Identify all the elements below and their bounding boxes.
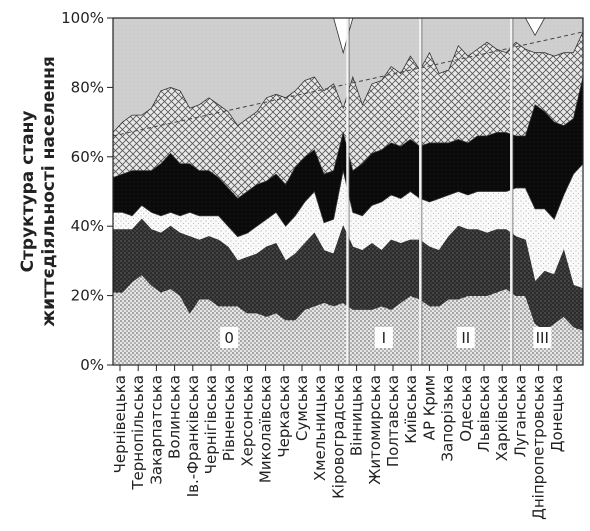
- x-tick-label-5: Чернігівська: [202, 375, 220, 474]
- x-tick-label-20: Львівська: [475, 375, 493, 452]
- zone-label-box-2: [456, 327, 475, 348]
- y-tick-label-5: 100%: [61, 9, 104, 27]
- x-tick-label-6: Рівненська: [220, 375, 238, 461]
- x-tick-label-17: АР Крим: [420, 375, 438, 440]
- x-tick-label-22: Луганська: [511, 375, 529, 457]
- x-tick-label-11: Хмельницька: [311, 375, 329, 481]
- zone-label-box-3: [533, 327, 552, 348]
- x-tick-label-10: Сумська: [293, 375, 311, 441]
- plot-frame: [112, 17, 584, 366]
- x-tick-label-1: Тернопільська: [129, 375, 147, 491]
- y-tick-label-4: 80%: [71, 78, 104, 96]
- zone-label-1: I: [382, 329, 386, 347]
- y-tick-label-0: 0%: [80, 356, 104, 374]
- x-tick-label-18: Запорізька: [439, 375, 457, 462]
- zone-label-2: II: [461, 329, 470, 347]
- x-tick-label-19: Одеська: [457, 375, 475, 442]
- x-tick-label-4: Ів.-Франківська: [184, 375, 202, 497]
- x-tick-label-23: Дніпропетровська: [530, 375, 548, 520]
- y-axis-title: Структура стану життєдіяльності населення: [18, 56, 59, 327]
- y-tick-label-2: 40%: [71, 217, 104, 235]
- y-axis-title-line-0: Структура стану: [18, 111, 38, 273]
- x-tick-label-24: Донецька: [548, 375, 566, 452]
- x-tick-label-21: Харківська: [493, 375, 511, 461]
- x-tick-label-16: Київська: [402, 375, 420, 444]
- x-tick-label-8: Миколаївська: [257, 375, 275, 483]
- x-tick-label-0: Чернівецька: [111, 375, 129, 473]
- zone-label-box-1: [374, 327, 393, 348]
- zone-labels: 0 I II III: [220, 327, 552, 348]
- x-tick-label-3: Волинська: [166, 375, 184, 459]
- y-tick-label-1: 20%: [71, 287, 104, 305]
- zone-label-3: III: [536, 329, 549, 347]
- x-tick-label-12: Кіровоградська: [329, 375, 347, 499]
- x-tick-label-14: Житомирська: [366, 375, 384, 485]
- x-tick-label-7: Херсонська: [238, 375, 256, 467]
- y-tick-label-3: 60%: [71, 148, 104, 166]
- zone-label-box-0: [220, 327, 239, 348]
- x-tick-label-15: Полтавська: [384, 375, 402, 467]
- x-axis: Чернівецька Тернопільська Закарпатська Воли…: [111, 365, 566, 520]
- y-axis: 0% 20% 40% 60% 80% 100%: [61, 9, 113, 374]
- y-axis-title-line-1: життєдіяльності населення: [39, 56, 59, 327]
- x-tick-label-13: Вінницька: [348, 375, 366, 456]
- x-tick-label-2: Закарпатська: [147, 375, 165, 485]
- x-tick-label-9: Черкаська: [275, 375, 293, 458]
- zone-label-0: 0: [224, 329, 234, 347]
- zone-dividers: [346, 18, 514, 365]
